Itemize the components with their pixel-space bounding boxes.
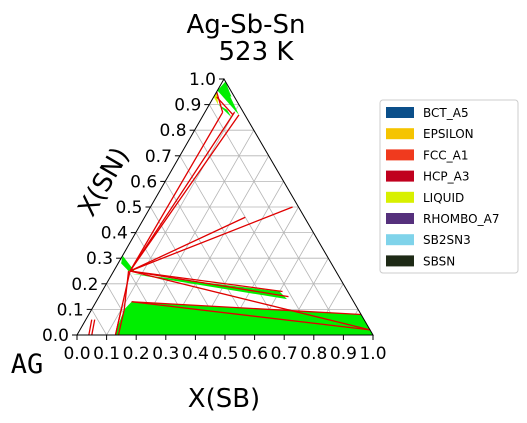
chart-title: Ag-Sb-Sn [186,10,305,40]
tie-line [129,216,246,272]
legend-label: SBSN [423,254,455,268]
legend-swatch [386,213,414,224]
x-tick-label: 0.8 [300,344,327,364]
grid-line [194,129,315,336]
tie-line [129,111,236,272]
legend: BCT_A5 EPSILON FCC_A1 HCP_A3 LIQUID RHOMBO_A7… [379,99,519,274]
legend-label: EPSILON [423,127,474,141]
tie-line [216,91,224,113]
phase-regions [115,81,373,335]
y-tick-label: 1.0 [189,70,216,90]
y-tick-label: 0.6 [130,172,157,192]
y-tick-label: 0.7 [145,147,172,167]
tie-line [114,309,122,336]
phase-region [217,86,239,115]
y-tick-label: 0.0 [42,326,69,346]
phase-region [121,255,135,271]
chart-grid [91,104,359,336]
legend-swatch [386,255,414,267]
tie-line [131,301,371,331]
x-tick-label: 0.6 [241,344,268,364]
tie-line [88,319,93,336]
legend-box [379,99,519,274]
grid-line [91,309,107,336]
x-tick-label: 0.7 [271,344,298,364]
tie-line [129,111,224,272]
x-tick-label: 0.4 [182,344,209,364]
x-tick-label: 1.0 [359,344,386,364]
tie-line [129,270,371,331]
chart-subtitle: 523 K [219,37,295,67]
legend-label: SB2SN3 [423,233,471,247]
x-tick-label: 0.3 [152,344,179,364]
tie-line [216,96,234,116]
tie-line [131,301,362,316]
tie-line [123,270,130,310]
tick-labels: 0.0 0.1 0.2 0.3 0.4 0.5 0.6 0.7 0.8 0.9 1.00.00.10… [42,70,387,364]
x-tick-label: 0.1 [93,344,120,364]
y-tick-label: 0.5 [115,198,142,218]
y-tick-label: 0.8 [160,121,187,141]
legend-label: BCT_A5 [423,106,469,120]
legend-label: RHOMBO_A7 [423,212,499,226]
legend-label: FCC_A1 [423,148,469,162]
phase-region [130,273,288,300]
tie-line [129,206,293,272]
tie-lines [88,91,371,336]
x-axis-label: X(SB) [188,384,260,414]
phase-region [115,301,373,335]
x-tick-label: 0.5 [211,344,238,364]
legend-label: HCP_A3 [423,170,469,184]
legend-swatch [386,149,414,161]
y-tick-label: 0.9 [174,96,201,116]
tie-line [129,114,240,272]
x-tick-label: 0.0 [63,344,90,364]
grid-line [208,104,344,336]
tie-line [91,319,96,336]
x-tick-label: 0.2 [123,344,150,364]
y-tick-label: 0.4 [101,224,128,244]
legend-swatch [386,170,414,182]
legend-swatch [386,191,414,203]
tie-line [129,270,283,293]
corner-label-ag: AG [11,349,44,380]
y-tick-label: 0.1 [57,300,84,320]
y-tick-label: 0.2 [71,275,98,295]
legend-swatch [386,107,414,118]
tie-line [117,309,125,336]
tie-line [129,270,289,298]
legend-swatch [386,234,414,246]
y-tick-label: 0.3 [86,249,113,269]
phase-region [218,104,232,118]
legend-label: LIQUID [423,191,464,205]
phase-region [217,81,232,97]
x-tick-label: 0.9 [330,344,357,364]
legend-swatch [386,128,414,140]
grid-line [106,104,240,336]
